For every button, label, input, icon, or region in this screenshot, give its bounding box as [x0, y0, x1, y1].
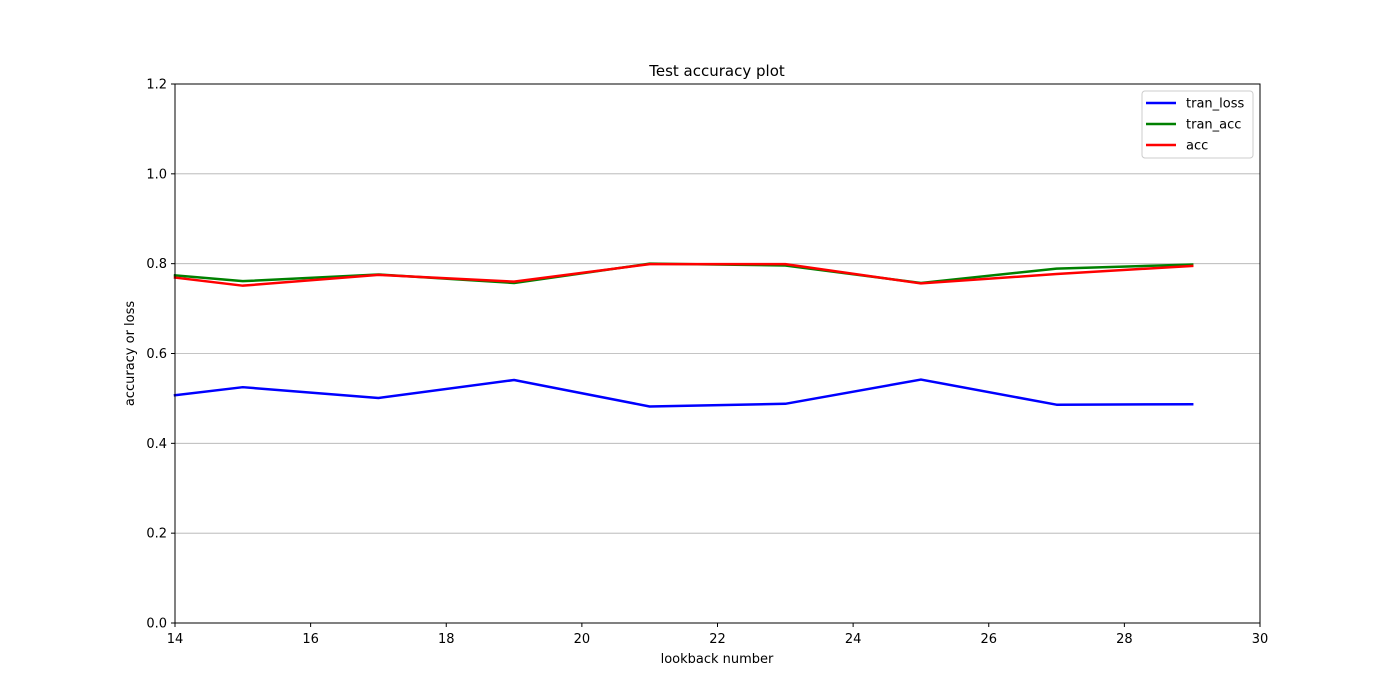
x-tick-label: 20 [574, 632, 591, 647]
chart-title: Test accuracy plot [648, 62, 785, 80]
y-axis-label: accuracy or loss [123, 301, 138, 407]
series-lines [173, 262, 1194, 408]
x-axis-label: lookback number [661, 652, 774, 667]
x-tick-label: 14 [167, 632, 184, 647]
y-axis-ticks: 0.0 0.2 0.4 0.6 0.8 1.0 1.2 [146, 78, 175, 632]
y-tick-label: 0.8 [146, 257, 167, 272]
x-tick-label: 22 [709, 632, 726, 647]
y-tick-label: 0.4 [146, 437, 167, 452]
legend-label: acc [1186, 139, 1208, 154]
x-axis-ticks: 14 16 18 20 22 24 26 28 30 [167, 623, 1269, 647]
x-tick-label: 26 [980, 632, 997, 647]
x-tick-label: 18 [438, 632, 455, 647]
legend-label: tran_loss [1186, 97, 1244, 112]
x-tick-label: 24 [845, 632, 862, 647]
x-tick-label: 28 [1116, 632, 1133, 647]
y-tick-label: 0.0 [146, 617, 167, 632]
y-tick-label: 0.2 [146, 527, 167, 542]
x-tick-label: 16 [302, 632, 319, 647]
series-line-tran-loss [173, 378, 1194, 408]
y-tick-label: 0.6 [146, 347, 167, 362]
legend-label: tran_acc [1186, 118, 1241, 133]
legend-box [1141, 90, 1254, 159]
x-tick-label: 30 [1252, 632, 1269, 647]
y-tick-label: 1.0 [146, 167, 167, 182]
series-line-acc [173, 262, 1194, 287]
y-tick-label: 1.2 [146, 78, 167, 93]
